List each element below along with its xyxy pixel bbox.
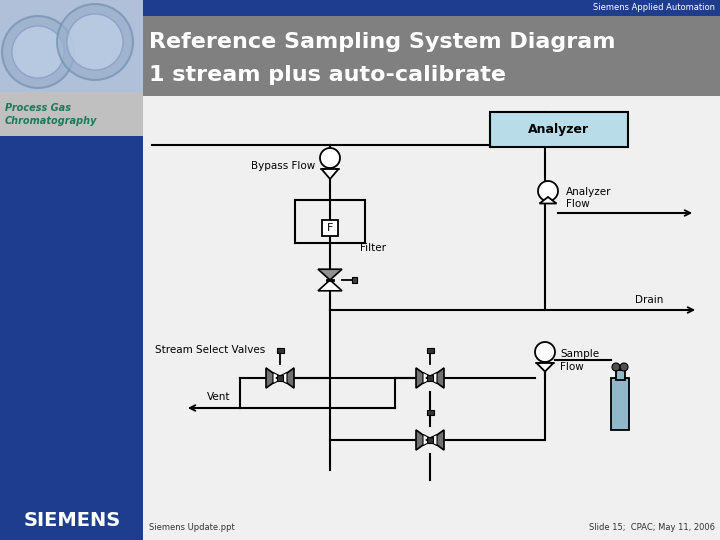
- Circle shape: [320, 148, 340, 168]
- Text: Flow: Flow: [560, 362, 584, 372]
- Bar: [322, 220, 338, 236]
- Circle shape: [538, 181, 558, 201]
- Text: Analyzer: Analyzer: [528, 123, 590, 136]
- Text: SIEMENS: SIEMENS: [23, 511, 121, 530]
- Bar: [611, 378, 629, 430]
- Circle shape: [12, 26, 64, 78]
- Text: Slide 15;  CPAC; May 11, 2006: Slide 15; CPAC; May 11, 2006: [589, 523, 715, 532]
- Circle shape: [2, 16, 74, 88]
- Circle shape: [57, 4, 133, 80]
- Text: Vent: Vent: [207, 392, 230, 402]
- Text: Reference Sampling System Diagram: Reference Sampling System Diagram: [149, 32, 616, 52]
- Polygon shape: [416, 368, 430, 388]
- Text: Flow: Flow: [566, 199, 590, 209]
- Polygon shape: [276, 373, 287, 383]
- Bar: [351, 277, 356, 283]
- Polygon shape: [423, 373, 434, 383]
- Bar: [616, 370, 624, 380]
- Bar: [143, 16, 720, 96]
- Circle shape: [67, 14, 123, 70]
- Polygon shape: [426, 373, 437, 383]
- Bar: [0, 0, 143, 540]
- Polygon shape: [322, 169, 338, 179]
- Polygon shape: [273, 373, 284, 383]
- Text: Bypass Flow: Bypass Flow: [251, 161, 315, 171]
- Text: Chromatography: Chromatography: [5, 116, 97, 126]
- Bar: [490, 112, 628, 147]
- Polygon shape: [318, 269, 342, 280]
- Polygon shape: [416, 430, 430, 450]
- Text: Siemens Applied Automation: Siemens Applied Automation: [593, 3, 715, 12]
- Text: Process Gas: Process Gas: [5, 103, 71, 113]
- Text: 1 stream plus auto-calibrate: 1 stream plus auto-calibrate: [149, 65, 506, 85]
- Bar: [277, 375, 283, 381]
- Text: F: F: [327, 223, 333, 233]
- Text: Drain: Drain: [635, 295, 663, 305]
- Text: Analyzer: Analyzer: [566, 187, 611, 197]
- Bar: [143, 96, 720, 540]
- Polygon shape: [430, 430, 444, 450]
- Polygon shape: [536, 363, 554, 372]
- Text: Filter: Filter: [360, 243, 386, 253]
- Circle shape: [535, 342, 555, 362]
- Bar: [427, 437, 433, 443]
- Text: Sample: Sample: [560, 349, 599, 359]
- Bar: [0, 92, 143, 136]
- Bar: [276, 348, 284, 353]
- Polygon shape: [423, 434, 434, 446]
- Bar: [143, 0, 720, 16]
- Bar: [427, 375, 433, 381]
- Bar: [0, 0, 143, 92]
- Polygon shape: [539, 197, 557, 204]
- Polygon shape: [430, 368, 444, 388]
- Polygon shape: [318, 280, 342, 291]
- Bar: [426, 348, 433, 353]
- Text: Siemens Update.ppt: Siemens Update.ppt: [149, 523, 235, 532]
- Polygon shape: [426, 434, 437, 446]
- Polygon shape: [280, 368, 294, 388]
- Bar: [426, 410, 433, 415]
- Polygon shape: [266, 368, 280, 388]
- Circle shape: [620, 363, 628, 371]
- Text: Stream Select Valves: Stream Select Valves: [155, 345, 265, 355]
- Circle shape: [612, 363, 620, 371]
